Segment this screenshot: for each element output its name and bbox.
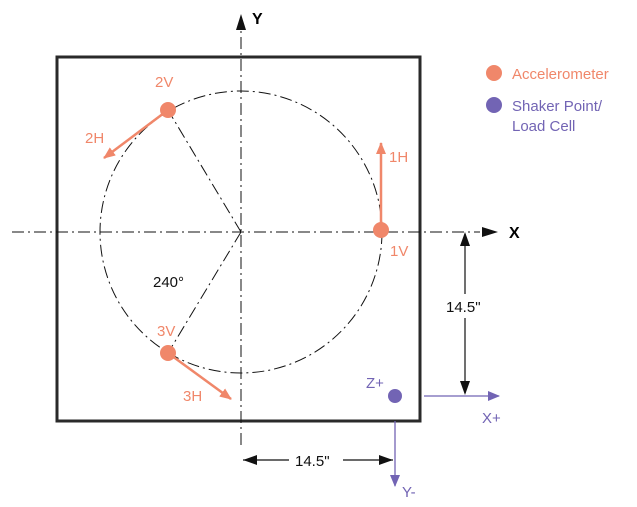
sensor-3-h-label: 3H [183,388,202,405]
y-axis-label: Y [252,11,263,28]
sensor-2-marker [160,102,176,118]
plate-outline [55,55,422,423]
vertical-dimension-label-bg [440,294,494,318]
angle-label: 240° [153,274,184,291]
sensor-1-v-label: 1V [390,243,408,260]
horizontal-dimension-arrow-left [243,455,257,465]
shaker-y-label: Y- [402,484,416,501]
vertical-dimension-arrow-bottom [460,381,470,395]
legend-accelerometer-label: Accelerometer [512,66,609,83]
sensor-1-h-label: 1H [389,149,408,166]
sensor-3-marker [160,345,176,361]
shaker-x-label: X+ [482,410,501,427]
vertical-dimension-label: 14.5" [446,299,481,316]
vertical-dimension-arrow-top [460,232,470,246]
sensor-1-marker [373,222,389,238]
y-axis-arrowhead [236,14,246,30]
x-axis-arrowhead [482,227,498,237]
radial-line-3 [167,231,242,354]
x-axis-label: X [509,225,520,242]
radial-line-2 [167,109,242,233]
sensor-2-h-label: 2H [85,130,104,147]
sensor-2-h-arrow [103,109,169,159]
horizontal-dimension-label: 14.5" [295,453,330,470]
legend-shaker-label-line1: Shaker Point/ [512,98,603,115]
legend-accelerometer-icon [486,65,502,81]
sensor-3-v-label: 3V [157,323,175,340]
legend-shaker-icon [486,97,502,113]
horizontal-dimension-label-bg [289,449,343,471]
legend-shaker-label-line2: Load Cell [512,118,575,135]
sensor-3-h-arrow [167,351,232,401]
shaker-z-label: Z+ [366,375,384,392]
horizontal-dimension-arrow-right [379,455,393,465]
sensor-2-v-label: 2V [155,74,173,91]
shaker-point-marker [388,389,402,403]
